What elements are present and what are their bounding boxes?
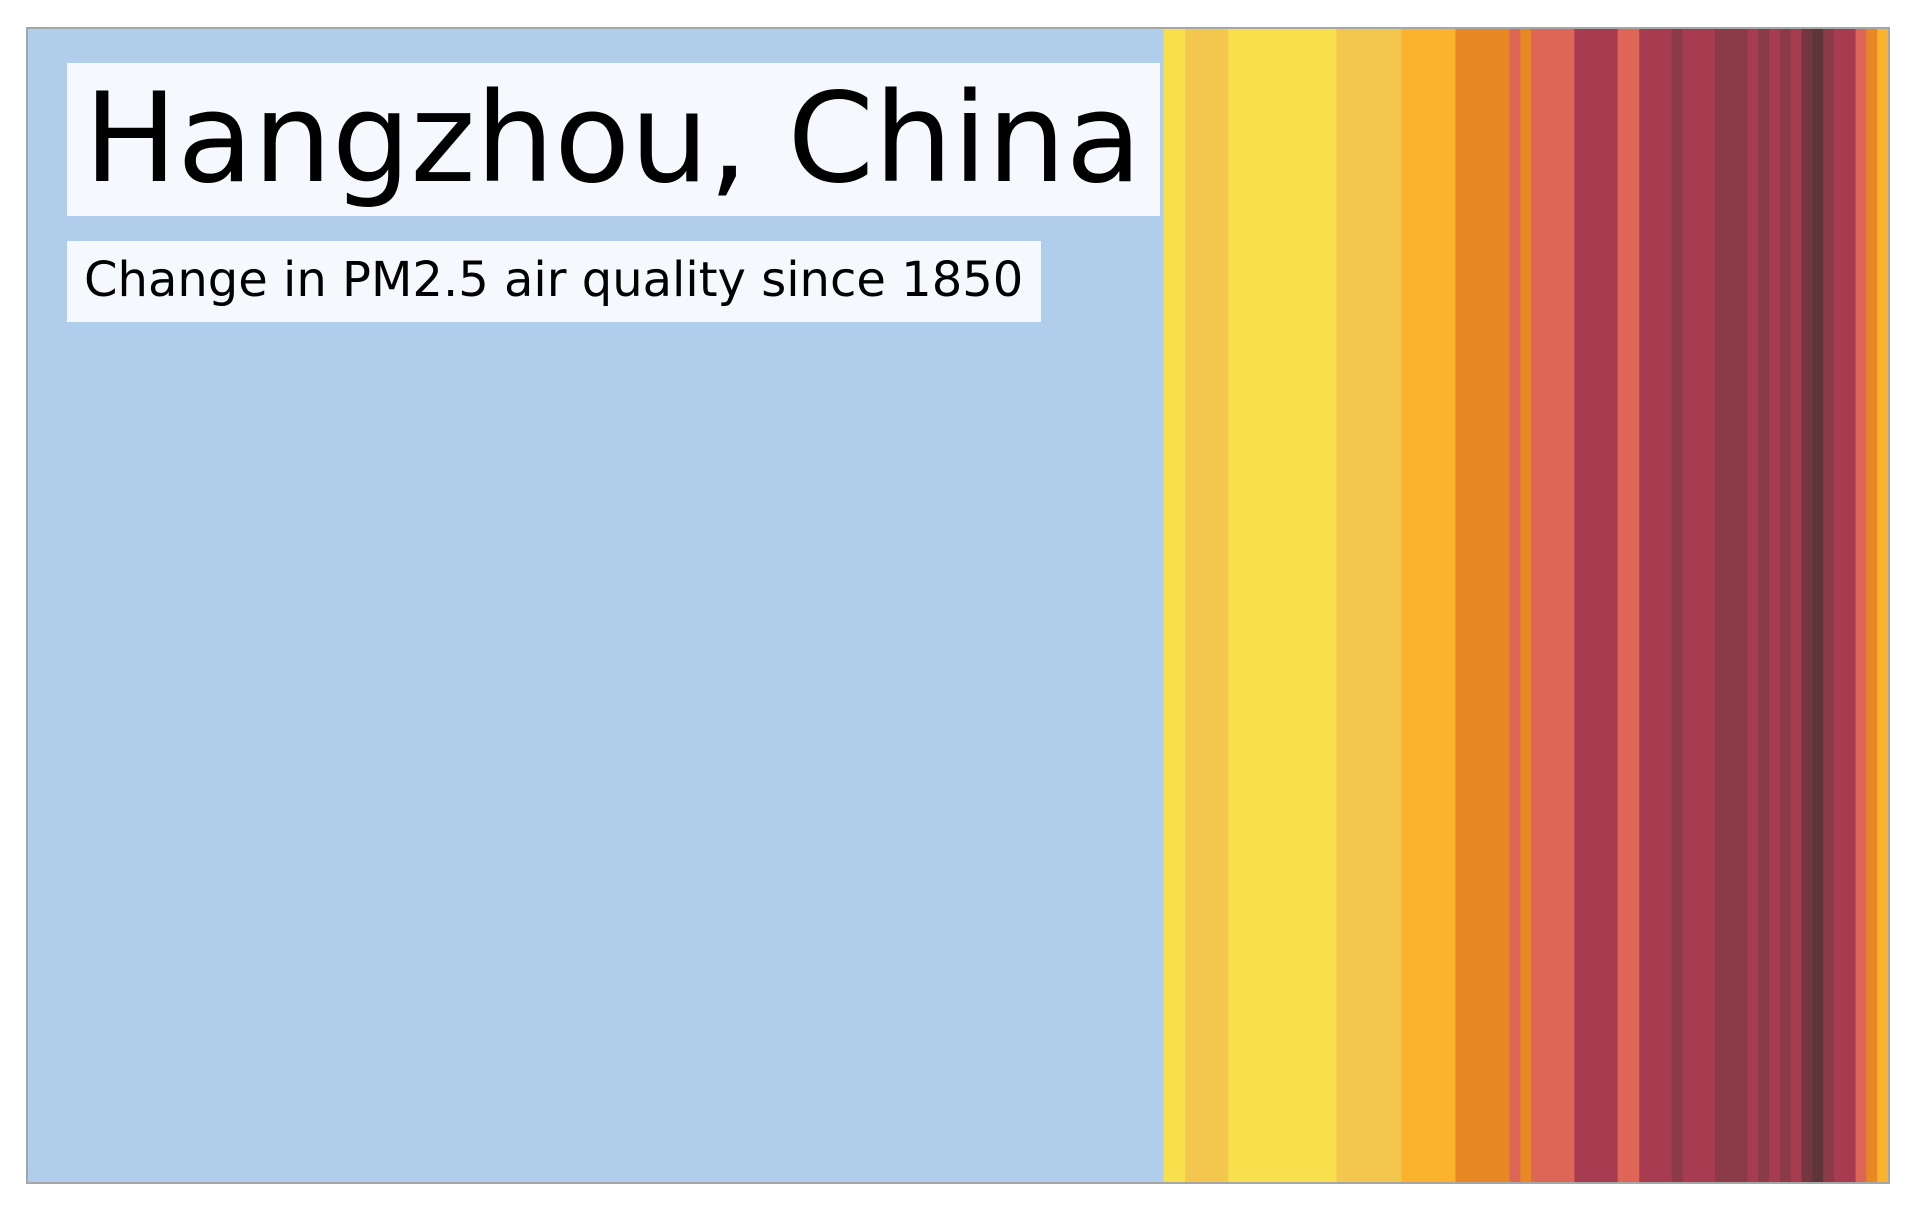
stripe-2020	[1866, 29, 1878, 1182]
stripe-2019	[1855, 29, 1867, 1182]
stripe-2009	[1747, 29, 1759, 1182]
stripe-2003	[1682, 29, 1716, 1182]
stripe-1977	[1401, 29, 1457, 1182]
stripe-2006	[1714, 29, 1749, 1182]
stripes-chart	[26, 27, 1890, 1184]
stripe-1982	[1455, 29, 1511, 1182]
stripe-2010	[1758, 29, 1770, 1182]
stripe-1957	[1185, 29, 1229, 1182]
stripe-2013	[1790, 29, 1803, 1182]
stripe-2014	[1801, 29, 1813, 1182]
stripe-1850	[28, 29, 1165, 1182]
chart-title: Hangzhou, China	[67, 63, 1160, 216]
stripe-2016	[1823, 29, 1835, 1182]
stripe-1989	[1531, 29, 1575, 1182]
stripe-1961	[1228, 29, 1338, 1182]
stripe-1988	[1520, 29, 1532, 1182]
stripe-2002	[1671, 29, 1684, 1182]
stripe-1999	[1639, 29, 1673, 1182]
chart-subtitle: Change in PM2.5 air quality since 1850	[67, 241, 1042, 322]
stripe-2011	[1769, 29, 1781, 1182]
stripe-2012	[1779, 29, 1792, 1182]
stripe-1993	[1574, 29, 1619, 1182]
stripe-1971	[1336, 29, 1402, 1182]
stripe-2015	[1812, 29, 1824, 1182]
stripe-1997	[1617, 29, 1640, 1182]
stripe-1987	[1509, 29, 1521, 1182]
stripe-2021	[1877, 29, 1888, 1182]
stripes-plot-area	[28, 29, 1888, 1182]
stripe-2017	[1833, 29, 1857, 1182]
stripe-1955	[1163, 29, 1186, 1182]
